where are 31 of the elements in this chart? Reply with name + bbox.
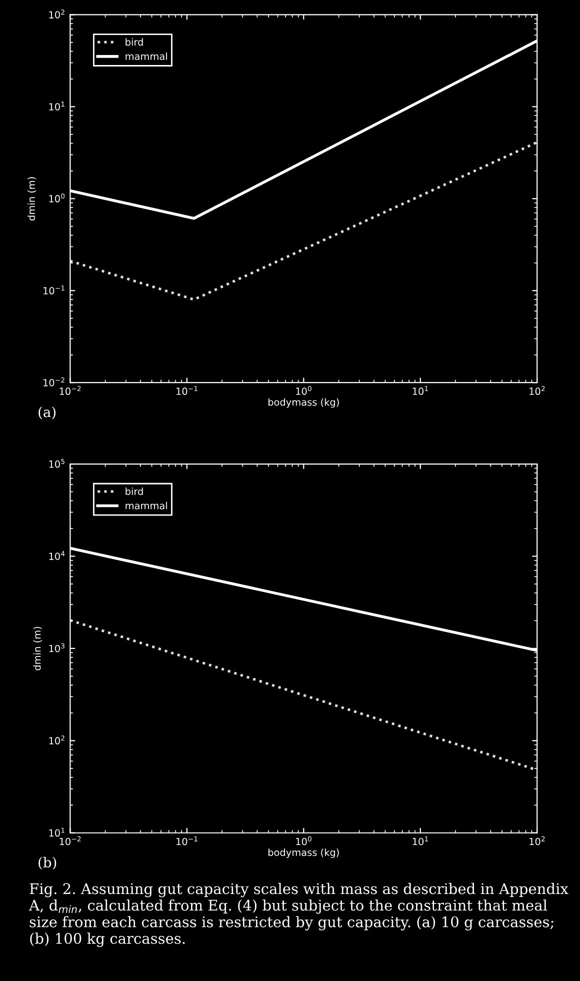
x-tick-label: 10$^{0}$ (296, 386, 312, 395)
caption: Fig. 2. Assuming gut capacity scales with mass as described in Appendix A, d$_{min}$, calculated from Eq. (4) but subject to the constraint that meal size from each carcass is restricted by gut capacity. (a) 10 g carcasses; (b) 100 kg carcasses. (28, 882, 568, 947)
x-tick-label: 10$^{−1}$ (176, 386, 198, 395)
x-axis-title: bodymass (kg) (268, 398, 339, 408)
y-tick-label: 10$^{5}$ (49, 458, 64, 468)
x-tick-label: 10$^{−2}$ (60, 386, 81, 395)
legend-label: mammal (126, 502, 167, 510)
text: (a) (38, 406, 56, 420)
legend-label: bird (126, 488, 143, 496)
x-tick-label: 10$^{0}$ (296, 836, 312, 846)
y-axis-title: dmin (m) (33, 626, 42, 670)
y-tick-label: 10$^{−2}$ (44, 377, 64, 386)
y-tick-label: 10$^{1}$ (49, 828, 64, 837)
legend-label: mammal (126, 52, 167, 60)
x-tick-label: 10$^{2}$ (530, 836, 545, 846)
legend-label: bird (126, 38, 143, 46)
x-tick-label: 10$^{−2}$ (60, 836, 81, 846)
text: (b) (38, 856, 56, 870)
y-tick-label: 10$^{3}$ (49, 643, 64, 652)
x-tick-label: 10$^{2}$ (530, 386, 545, 395)
y-tick-label: 10$^{0}$ (49, 194, 65, 202)
x-tick-label: 10$^{1}$ (412, 836, 428, 846)
y-tick-label: 10$^{2}$ (49, 10, 64, 18)
x-tick-label: 10$^{−1}$ (176, 836, 198, 846)
y-axis-title: dmin (m) (28, 177, 36, 220)
x-tick-label: 10$^{1}$ (412, 386, 428, 395)
y-tick-label: 10$^{1}$ (49, 102, 64, 110)
y-tick-label: 10$^{4}$ (49, 551, 65, 560)
x-axis-title: bodymass (kg) (268, 848, 339, 858)
y-tick-label: 10$^{−1}$ (44, 286, 64, 294)
y-tick-label: 10$^{2}$ (49, 736, 64, 744)
